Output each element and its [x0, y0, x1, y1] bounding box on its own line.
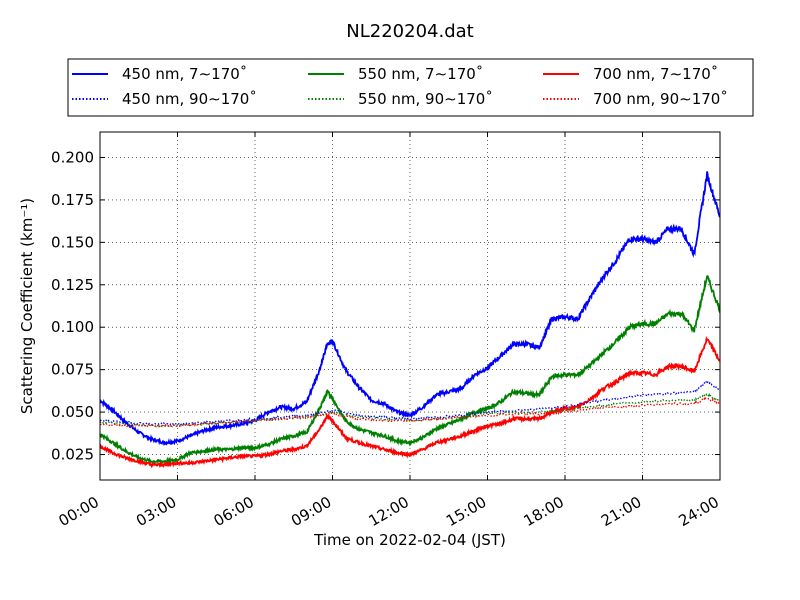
y-tick-label: 0.075 — [51, 361, 94, 379]
series-line-4 — [99, 392, 721, 428]
x-tick-label: 06:00 — [211, 493, 257, 530]
y-tick-label: 0.050 — [51, 403, 94, 421]
series-line-0 — [99, 171, 721, 446]
chart-title: NL220204.dat — [346, 21, 473, 42]
x-tick-label: 09:00 — [288, 493, 334, 530]
legend-label-5: 700 nm, 90∼170˚ — [593, 90, 728, 108]
series-layer — [99, 171, 721, 469]
y-tick-label: 0.175 — [51, 191, 94, 209]
x-tick-label: 12:00 — [366, 493, 412, 530]
series-line-2 — [99, 336, 721, 469]
y-tick-label: 0.125 — [51, 276, 94, 294]
y-tick-label: 0.150 — [51, 233, 94, 251]
y-tick-label: 0.200 — [51, 148, 94, 166]
legend-frame — [67, 58, 754, 117]
grid — [99, 132, 721, 480]
x-tick-label: 15:00 — [443, 493, 489, 530]
y-tick-label: 0.100 — [51, 318, 94, 336]
legend-label-4: 550 nm, 90∼170˚ — [358, 90, 493, 108]
x-tick-label: 21:00 — [598, 493, 644, 530]
x-tick-label: 00:00 — [56, 493, 102, 530]
legend-label-1: 550 nm, 7∼170˚ — [358, 65, 483, 83]
y-tick-label: 0.025 — [51, 446, 94, 464]
y-axis-label: Scattering Coefficient (km⁻¹) — [18, 198, 36, 414]
legend: 450 nm, 7∼170˚ 550 nm, 7∼170˚ 700 nm, 7∼17… — [67, 58, 754, 117]
axis-ticks: 00:00 03:00 06:00 09:00 12:00 15:00 18:00 21:00… — [51, 132, 722, 530]
legend-label-2: 700 nm, 7∼170˚ — [593, 65, 718, 83]
x-axis-label: Time on 2022-02-04 (JST) — [313, 531, 506, 549]
x-tick-label: 03:00 — [133, 493, 179, 530]
x-tick-label: 24:00 — [676, 493, 722, 530]
series-line-3 — [99, 378, 721, 426]
legend-label-3: 450 nm, 90∼170˚ — [122, 90, 257, 108]
series-line-1 — [99, 275, 721, 465]
x-tick-label: 18:00 — [521, 493, 567, 530]
legend-label-0: 450 nm, 7∼170˚ — [122, 65, 247, 83]
